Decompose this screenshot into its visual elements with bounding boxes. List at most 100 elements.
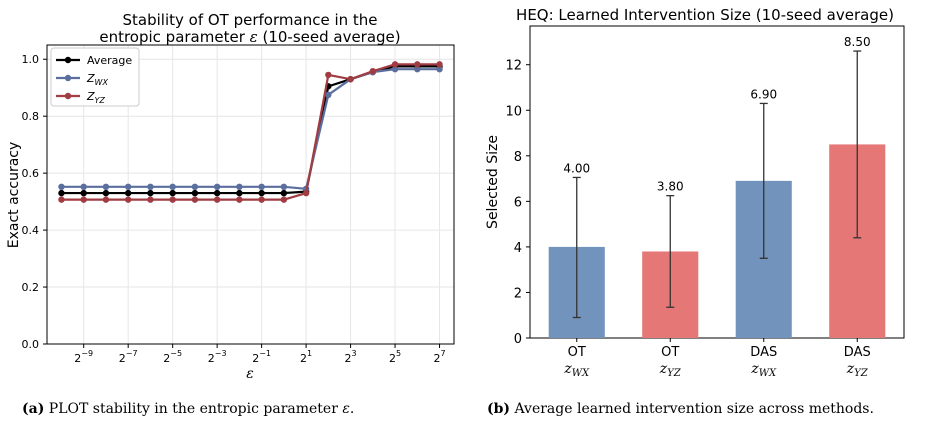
legend-marker (64, 74, 72, 82)
chart-a-series (58, 61, 443, 203)
chart-b-y-ticks: 0 2 4 6 8 10 12 (505, 59, 530, 347)
legend-label: ZWX (86, 72, 108, 87)
y-tick-label: 0 (514, 332, 522, 347)
x-tick-label: 2−3 (208, 349, 227, 365)
x-tick-method: OT (568, 345, 586, 360)
legend-box (50, 47, 140, 107)
data-label: 3.80 (657, 180, 684, 194)
x-tick-label: 2−7 (119, 349, 138, 365)
data-point (58, 189, 65, 197)
data-point (414, 61, 421, 68)
y-tick-label: 0.4 (22, 224, 40, 237)
data-point (213, 189, 221, 197)
data-point (102, 189, 110, 197)
data-label: 4.00 (563, 161, 590, 175)
data-point (102, 196, 110, 203)
data-point (436, 61, 443, 68)
data-point (280, 189, 288, 197)
chart-a-x-label: ε (246, 366, 254, 382)
x-tick-method: DAS (750, 345, 777, 360)
y-tick-label: 1.0 (22, 53, 40, 66)
data-point (414, 66, 421, 73)
data-point (347, 75, 354, 83)
chart-b-y-label: Selected Size (485, 135, 501, 229)
data-point (169, 183, 176, 191)
data-point (236, 183, 243, 191)
data-label: 6.90 (750, 87, 777, 101)
chart-a-title-line2: entropic parameter ε (10-seed average) (99, 28, 400, 46)
legend-marker (64, 56, 72, 64)
data-point (58, 196, 65, 203)
data-point (124, 196, 132, 203)
x-tick-label: 21 (300, 349, 312, 365)
series-line (61, 63, 440, 201)
data-point (325, 91, 332, 99)
data-point (236, 196, 243, 203)
data-point (102, 183, 110, 191)
data-point (391, 66, 399, 73)
data-point (191, 189, 199, 197)
data-point (147, 196, 154, 203)
chart-a-x-ticks: 2−9 2−7 2−5 2−3 2−1 21 23 25 27 (74, 344, 446, 365)
chart-a-plot-frame (46, 44, 455, 345)
y-tick-label: 0.2 (22, 281, 40, 294)
data-point (280, 183, 288, 191)
legend-label: ZYZ (86, 90, 105, 105)
data-point (191, 196, 199, 203)
x-tick-method: DAS (844, 345, 871, 360)
x-tick-label: 2−9 (74, 349, 93, 365)
y-tick-label: 0.8 (22, 110, 40, 123)
x-tick-variable: zWX (750, 361, 777, 379)
legend-marker (64, 92, 72, 100)
data-point (80, 183, 87, 191)
data-point (258, 196, 265, 203)
caption-b: (b) Average learned intervention size ac… (487, 401, 874, 417)
y-tick-label: 4 (514, 241, 522, 256)
y-tick-label: 6 (514, 195, 522, 210)
y-tick-label: 2 (514, 286, 522, 301)
data-point (124, 189, 132, 197)
x-tick-label: 23 (345, 349, 357, 365)
x-tick-label: 25 (389, 349, 401, 365)
data-point (147, 189, 154, 197)
data-point (369, 67, 377, 75)
data-point (236, 189, 243, 197)
x-tick-label: 2−5 (163, 349, 182, 365)
chart-a-legend: Average ZWX ZYZ (50, 47, 140, 107)
data-point (80, 189, 87, 197)
data-point (80, 196, 87, 203)
data-point (325, 71, 332, 79)
series-z-yz (58, 61, 443, 203)
data-point (302, 189, 310, 197)
data-point (58, 183, 65, 191)
chart-b-title: HEQ: Learned Intervention Size (10-seed … (516, 6, 894, 24)
data-point (436, 66, 443, 73)
stability-line-chart: Stability of OT performance in the entro… (6, 11, 455, 382)
data-point (258, 183, 265, 191)
data-point (391, 61, 399, 68)
data-point (169, 196, 176, 203)
data-point (258, 189, 265, 197)
x-tick-method: OT (661, 345, 679, 360)
chart-a-title-line1: Stability of OT performance in the (123, 11, 378, 29)
chart-b-plot-frame (529, 25, 905, 339)
chart-a-y-label: Exact accuracy (6, 142, 22, 249)
data-point (213, 196, 221, 203)
data-point (213, 183, 221, 191)
data-label: 8.50 (844, 35, 871, 49)
y-tick-label: 0.0 (22, 338, 40, 351)
x-tick-label: 2−1 (252, 349, 271, 365)
y-tick-label: 10 (505, 104, 522, 119)
y-tick-label: 8 (514, 150, 522, 165)
x-tick-label: 27 (433, 349, 445, 365)
legend-label: Average (87, 54, 132, 67)
chart-a-y-ticks: 0.0 0.2 0.4 0.6 0.8 1.0 (22, 53, 47, 351)
data-point (191, 183, 199, 191)
y-tick-label: 12 (505, 59, 522, 74)
x-tick-variable: zWX (563, 361, 590, 379)
